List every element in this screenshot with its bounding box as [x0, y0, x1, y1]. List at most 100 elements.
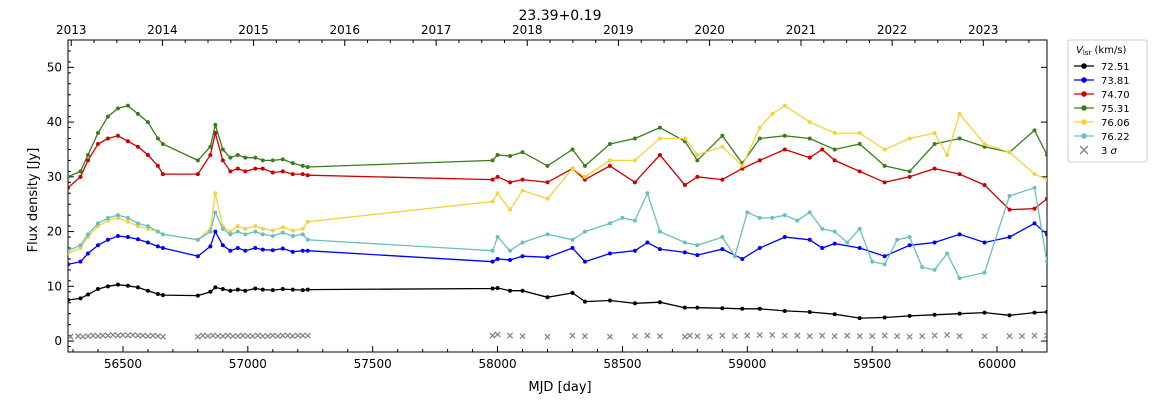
data-point	[607, 298, 612, 303]
data-point	[208, 152, 213, 157]
sigma3-marker	[819, 332, 826, 339]
data-point	[570, 290, 575, 295]
data-point	[582, 174, 587, 179]
data-point	[213, 131, 218, 136]
data-point	[68, 185, 70, 190]
sigma3-marker	[919, 333, 926, 340]
data-point	[1032, 206, 1037, 211]
data-point	[932, 240, 937, 245]
data-point	[570, 166, 575, 171]
data-point	[1045, 259, 1047, 264]
data-point	[85, 292, 90, 297]
top-year-label: 2017	[421, 23, 452, 37]
data-point	[607, 251, 612, 256]
sigma3-marker	[294, 332, 301, 339]
data-point	[932, 142, 937, 146]
data-point	[895, 237, 900, 242]
data-point	[757, 306, 762, 311]
data-point	[632, 180, 637, 185]
data-point	[757, 158, 762, 163]
data-point	[907, 235, 912, 240]
data-point	[115, 106, 120, 111]
data-point	[545, 180, 550, 185]
y-tick-label: 0	[54, 334, 62, 348]
data-point	[1007, 150, 1012, 155]
data-point	[243, 248, 248, 253]
data-point	[195, 293, 200, 298]
data-point	[260, 287, 265, 292]
data-point	[807, 310, 812, 315]
data-point	[632, 301, 637, 306]
data-point	[305, 173, 310, 178]
data-point	[290, 287, 295, 292]
legend-title-v: V	[1076, 45, 1084, 56]
sigma3-marker	[806, 333, 813, 340]
data-point	[582, 163, 587, 168]
data-point	[115, 233, 120, 238]
data-point	[125, 215, 130, 220]
top-year-label: 2015	[238, 23, 269, 37]
sigma3-marker	[244, 333, 251, 340]
sigma3-marker	[581, 333, 588, 340]
data-point	[228, 169, 233, 174]
data-point	[657, 152, 662, 157]
data-point	[508, 207, 513, 212]
data-point	[235, 287, 240, 292]
x-tick-label: 60000	[978, 357, 1016, 371]
data-point	[220, 287, 225, 292]
data-point	[632, 136, 637, 141]
data-point	[260, 226, 265, 231]
legend-title-unit: (km/s)	[1091, 45, 1126, 56]
data-point	[632, 218, 637, 223]
data-point	[520, 177, 525, 182]
data-point	[882, 315, 887, 320]
data-point	[882, 254, 887, 259]
data-point	[78, 296, 83, 301]
data-point	[145, 288, 150, 293]
data-point	[695, 305, 700, 310]
data-point	[657, 300, 662, 305]
data-point	[657, 125, 662, 130]
y-tick-label: 30	[47, 170, 62, 184]
top-year-label: 2018	[512, 23, 543, 37]
data-point	[832, 158, 837, 163]
data-point	[160, 246, 165, 250]
data-point	[907, 169, 912, 174]
data-point	[85, 251, 90, 256]
x-tick-label: 57000	[229, 357, 267, 371]
sigma3-marker	[606, 333, 613, 340]
data-point	[208, 144, 213, 149]
data-point	[545, 163, 550, 168]
data-point	[78, 174, 83, 179]
data-point	[720, 177, 725, 182]
data-point	[105, 215, 110, 220]
data-point	[545, 196, 550, 201]
legend-marker	[1081, 77, 1087, 83]
data-point	[105, 114, 110, 119]
sigma3-marker	[981, 333, 988, 340]
legend-label: 74.70	[1101, 90, 1130, 101]
sigma3-marker	[731, 333, 738, 340]
data-point	[795, 218, 800, 223]
y-tick-label: 40	[47, 115, 62, 129]
data-point	[280, 287, 285, 292]
x-tick-label: 59000	[728, 357, 766, 371]
data-point	[570, 147, 575, 152]
x-tick-label: 56500	[104, 357, 142, 371]
sigma3-marker	[569, 332, 576, 339]
data-point	[490, 286, 495, 291]
data-point	[68, 262, 70, 267]
data-point	[135, 111, 140, 116]
data-point	[832, 241, 837, 246]
sigma3-marker	[119, 332, 126, 339]
data-point	[95, 131, 100, 136]
legend-marker	[1081, 91, 1087, 97]
data-point	[857, 316, 862, 321]
sigma3-marker	[144, 333, 151, 340]
data-point	[582, 259, 587, 264]
data-point	[720, 235, 725, 240]
data-point	[135, 221, 140, 226]
data-point	[1007, 313, 1012, 318]
data-point	[907, 243, 912, 248]
